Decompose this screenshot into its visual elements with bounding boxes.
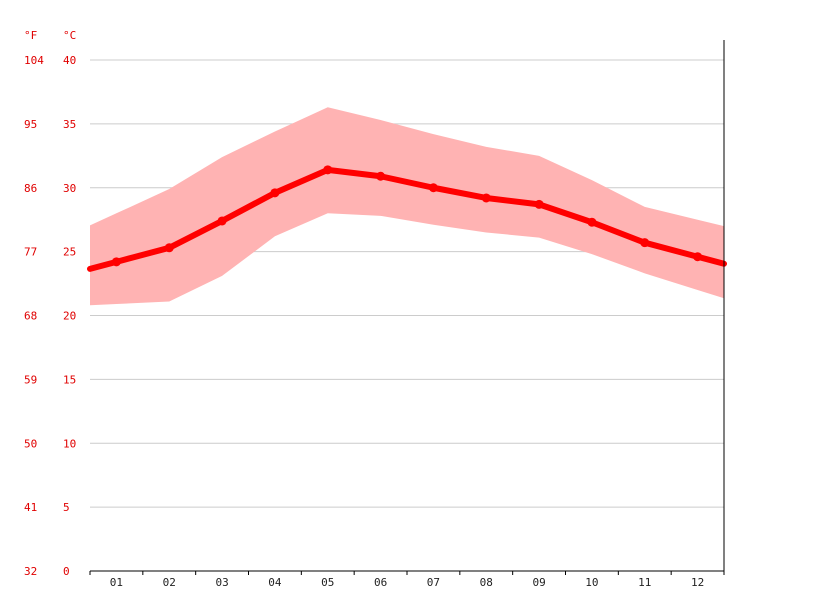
y-tick-label-fahrenheit: 104 <box>24 54 44 67</box>
x-tick-label: 04 <box>268 576 282 589</box>
x-tick-label: 08 <box>480 576 493 589</box>
x-tick-label: 05 <box>321 576 334 589</box>
data-point-10 <box>587 217 597 227</box>
y-tick-label-celsius: 30 <box>63 182 76 195</box>
y-tick-label-celsius: 35 <box>63 118 76 131</box>
y-tick-label-celsius: 10 <box>63 437 76 450</box>
y-tick-label-fahrenheit: 68 <box>24 310 37 323</box>
x-tick-label: 02 <box>163 576 176 589</box>
data-point-08 <box>481 193 491 203</box>
x-tick-label: 01 <box>110 576 123 589</box>
data-point-02 <box>164 243 174 253</box>
y-tick-label-celsius: 15 <box>63 373 76 386</box>
data-points <box>111 165 703 267</box>
x-tick-label: 03 <box>215 576 228 589</box>
x-tick-label: 12 <box>691 576 704 589</box>
x-tick-label: 06 <box>374 576 387 589</box>
y-tick-label-fahrenheit: 59 <box>24 373 37 386</box>
x-tick-label: 11 <box>638 576 651 589</box>
data-point-12 <box>693 252 703 262</box>
celsius-ticks: 0 5 10 15 20 25 30 35 40 <box>63 54 76 578</box>
y-tick-label-celsius: 20 <box>63 310 76 323</box>
y-tick-label-fahrenheit: 95 <box>24 118 37 131</box>
y-tick-label-fahrenheit: 86 <box>24 182 37 195</box>
data-point-01 <box>111 257 121 267</box>
x-tick-label: 07 <box>427 576 440 589</box>
data-point-03 <box>217 216 227 226</box>
temperature-range-band <box>90 107 724 306</box>
celsius-unit-label: °C <box>63 29 76 42</box>
y-tick-label-fahrenheit: 77 <box>24 246 37 259</box>
y-tick-label-celsius: 25 <box>63 246 76 259</box>
y-tick-label-fahrenheit: 50 <box>24 437 37 450</box>
y-tick-label-celsius: 0 <box>63 565 70 578</box>
y-tick-label-fahrenheit: 32 <box>24 565 37 578</box>
data-point-06 <box>376 171 386 181</box>
y-tick-label-celsius: 40 <box>63 54 76 67</box>
data-point-07 <box>428 183 438 193</box>
data-point-09 <box>534 199 544 209</box>
average-temperature-line <box>87 166 727 272</box>
data-point-11 <box>640 238 650 248</box>
y-tick-label-celsius: 5 <box>63 501 70 514</box>
fahrenheit-ticks: 32 41 50 59 68 77 86 95 104 <box>24 54 44 578</box>
data-point-05 <box>323 165 333 175</box>
x-tick-label: 09 <box>532 576 545 589</box>
y-tick-label-fahrenheit: 41 <box>24 501 37 514</box>
data-point-04 <box>270 188 280 198</box>
x-axis-ticks: 01 02 03 04 05 06 07 08 09 10 11 12 <box>89 571 725 589</box>
x-tick-label: 10 <box>585 576 598 589</box>
fahrenheit-unit-label: °F <box>24 29 37 42</box>
